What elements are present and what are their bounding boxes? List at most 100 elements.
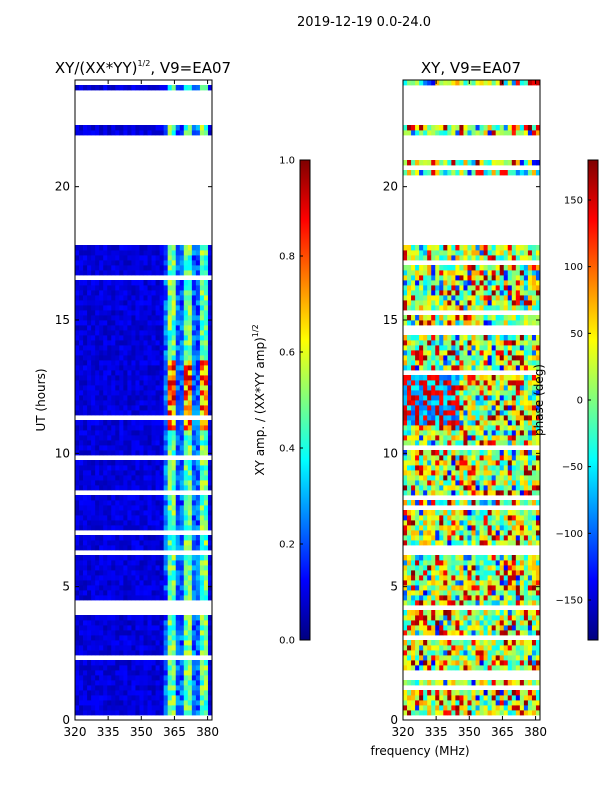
heatmap-cell [175,330,181,336]
heatmap-cell [87,485,92,491]
heatmap-cell [151,290,156,296]
heatmap-cell [135,635,140,641]
heatmap-cell [503,425,509,431]
heatmap-cell [187,285,193,291]
heatmap-cell [155,330,161,336]
heatmap-cell [491,575,497,581]
heatmap-cell [179,570,185,576]
heatmap-cell [79,565,84,571]
heatmap-cell [491,595,497,601]
heatmap-cell [87,560,92,566]
heatmap-cell [423,560,428,566]
heatmap-cell [91,335,96,341]
heatmap-cell [143,700,148,706]
heatmap-cell [163,295,169,301]
heatmap-cell [95,460,100,466]
heatmap-cell [83,290,88,296]
heatmap-cell [523,595,529,601]
heatmap-cell [107,640,112,646]
heatmap-cell [95,515,100,521]
heatmap-cell [439,650,444,656]
heatmap-cell [407,650,412,656]
heatmap-cell [147,485,152,491]
heatmap-cell [195,345,201,351]
heatmap-cell [83,585,88,591]
heatmap-cell [511,395,517,401]
heatmap-cell [103,250,108,256]
heatmap-cell [443,630,448,636]
heatmap-cell [471,535,476,541]
heatmap-cell [171,695,177,701]
heatmap-cell [155,245,161,251]
heatmap-cell [475,410,480,416]
heatmap-cell [83,545,88,551]
heatmap-cell [459,465,464,471]
heatmap-cell [191,575,197,581]
heatmap-cell [159,410,165,416]
heatmap-cell [107,420,112,426]
heatmap-cell [499,480,505,486]
heatmap-cell [203,485,209,491]
heatmap-cell [507,420,513,426]
heatmap-cell [107,670,112,676]
heatmap-cell [167,665,173,671]
heatmap-cell [107,495,112,501]
heatmap-cell [131,130,136,136]
heatmap-cell [119,335,124,341]
heatmap-cell [131,485,136,491]
heatmap-cell [463,465,468,471]
heatmap-cell [79,635,84,641]
heatmap-cell [467,620,472,626]
heatmap-cell [99,330,104,336]
heatmap-cell [423,695,428,701]
heatmap-cell [463,580,468,586]
heatmap-cell [187,365,193,371]
heatmap-cell [139,575,144,581]
heatmap-cell [483,690,489,696]
heatmap-cell [171,330,177,336]
heatmap-cell [175,505,181,511]
heatmap-cell [427,515,432,521]
heatmap-cell [195,465,201,471]
heatmap-cell [75,310,80,316]
heatmap-cell [463,425,468,431]
heatmap-cell [515,435,521,441]
heatmap-cell [499,485,505,491]
heatmap-cell [119,670,124,676]
heatmap-cell [515,585,521,591]
heatmap-cell [175,615,181,621]
heatmap-cell [531,640,537,646]
heatmap-cell [179,430,185,436]
heatmap-cell [435,450,440,456]
heatmap-cell [123,440,128,446]
heatmap-cell [479,620,484,626]
heatmap-cell [111,315,116,321]
heatmap-cell [111,260,116,266]
heatmap-cell [131,265,136,271]
heatmap-cell [207,695,212,701]
heatmap-cell [119,640,124,646]
heatmap-cell [171,315,177,321]
heatmap-cell [143,695,148,701]
heatmap-cell [119,555,124,561]
heatmap-cell [207,560,212,566]
heatmap-cell [127,355,132,361]
heatmap-cell [183,485,189,491]
heatmap-cell [167,710,173,716]
heatmap-cell [175,260,181,266]
heatmap-cell [79,625,84,631]
heatmap-cell [483,590,489,596]
heatmap-cell [131,710,136,716]
heatmap-cell [523,475,529,481]
heatmap-cell [163,320,169,326]
heatmap-cell [451,575,456,581]
heatmap-cell [131,475,136,481]
heatmap-cell [495,570,501,576]
heatmap-cell [415,425,420,431]
heatmap-cell [439,600,444,606]
x-tick-label: 380 [196,725,219,739]
heatmap-cell [503,415,509,421]
heatmap-cell [147,130,152,136]
heatmap-cell [423,690,428,696]
heatmap-cell [107,265,112,271]
